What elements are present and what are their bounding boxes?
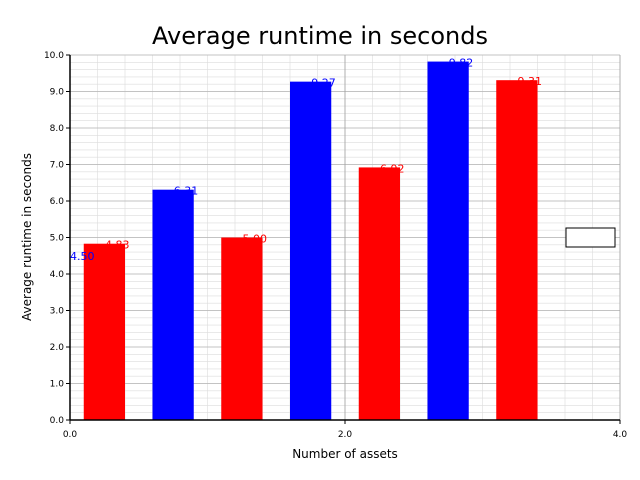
x-tick-label-0: 0.0 <box>63 430 78 440</box>
data-label-0: 4.83 <box>105 239 130 252</box>
annotation-0: 4.50 <box>70 250 95 263</box>
bars <box>83 61 538 421</box>
x-axis-label: Number of assets <box>292 447 398 461</box>
data-labels: 4.83 6.31 5.00 9.27 6.92 9.82 9.31 4.50 <box>70 57 542 263</box>
bar-4 <box>358 167 400 420</box>
bar-5 <box>427 61 469 420</box>
data-label-6: 9.31 <box>518 75 543 88</box>
x-tick-label-2: 4.0 <box>613 430 628 440</box>
x-tick-label-1: 2.0 <box>338 430 353 440</box>
y-tick-label-5: 5.0 <box>50 234 65 244</box>
y-tick-label-3: 3.0 <box>50 307 65 317</box>
data-label-5: 9.82 <box>449 57 474 70</box>
chart-title: Average runtime in seconds <box>152 22 488 50</box>
bar-6 <box>496 80 538 420</box>
legend-box <box>565 227 616 248</box>
y-tick-label-10: 10.0 <box>44 51 64 61</box>
y-axis-label: Average runtime in seconds <box>20 153 34 321</box>
y-tick-label-0: 0.0 <box>50 416 65 426</box>
data-label-4: 6.92 <box>380 162 405 175</box>
y-tick-label-6: 6.0 <box>50 197 65 207</box>
bar-3 <box>290 81 332 421</box>
y-tick-label-8: 8.0 <box>50 124 65 134</box>
y-tick-label-2: 2.0 <box>50 343 65 353</box>
y-tick-label-7: 7.0 <box>50 161 65 171</box>
y-tick-label-1: 1.0 <box>50 380 65 390</box>
data-label-2: 5.00 <box>243 233 268 246</box>
y-tick-label-4: 4.0 <box>50 270 65 280</box>
bar-1 <box>152 189 194 420</box>
y-tick-label-9: 9.0 <box>50 88 65 98</box>
data-label-3: 9.27 <box>311 77 336 90</box>
bar-0 <box>83 243 125 420</box>
data-label-1: 6.31 <box>174 185 199 198</box>
bar-2 <box>221 237 263 420</box>
axes: 0.0 1.0 2.0 3.0 4.0 5.0 6.0 7.0 8.0 9.0 10.0 0.0 2.0… <box>44 51 627 440</box>
